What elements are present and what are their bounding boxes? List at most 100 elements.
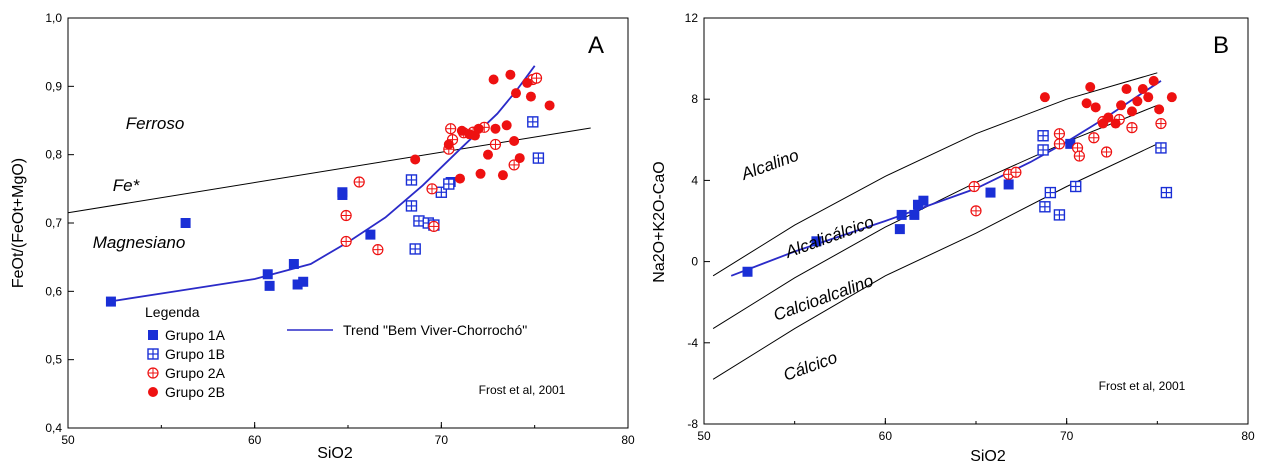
data-point-square-cross — [1037, 144, 1049, 156]
x-tick-label: 80 — [621, 433, 635, 447]
x-tick-label: 60 — [248, 433, 262, 447]
data-point-circle — [525, 91, 536, 102]
data-point-circle — [501, 120, 512, 131]
data-point-circle — [455, 173, 465, 184]
field-label-ferroso: Ferroso — [126, 114, 185, 133]
data-point-circle — [522, 77, 533, 88]
field-boundary-line — [712, 143, 1158, 380]
credit-a: Frost et al, 2001 — [479, 383, 566, 397]
legend: Grupo 1A Grupo 1B Grupo 2A Grupo 2B — [147, 327, 226, 400]
data-point-circle — [1148, 75, 1159, 86]
data-point-square — [1003, 179, 1014, 190]
plot-frame-a — [67, 17, 629, 429]
trend-line — [108, 65, 536, 303]
x-axis-label-a: SiO2 — [317, 445, 353, 462]
field-label-fe-star: Fe* — [113, 176, 141, 195]
data-point-square-cross — [413, 215, 425, 227]
data-point-square-cross — [405, 174, 418, 186]
panel-a: 50 60 70 800,40,50,60,70,80,91,0 A Ferroso … — [10, 11, 635, 462]
y-tick-label: 8 — [691, 92, 698, 106]
data-point-circle — [490, 123, 501, 134]
data-point-circle-cross — [340, 235, 352, 248]
data-point-circle-cross — [1010, 166, 1022, 178]
data-point-circle — [456, 125, 467, 136]
y-tick-label: 12 — [685, 11, 699, 25]
lines-b — [712, 72, 1162, 380]
data-point-circle — [1103, 112, 1114, 123]
data-point-circle-cross — [1100, 146, 1113, 158]
x-tick-label: 50 — [61, 433, 75, 447]
data-point-circle-cross — [1126, 122, 1138, 134]
legend-label: Grupo 2A — [165, 365, 226, 381]
data-point-circle-cross — [445, 123, 457, 135]
data-point-circle — [509, 136, 520, 146]
y-tick-label: 0,4 — [45, 421, 62, 435]
data-point-circle — [475, 168, 486, 179]
data-point-circle — [1132, 96, 1143, 107]
y-axis-label-a: FeOt/(FeOt+MgO) — [10, 158, 27, 288]
data-point-circle-cross — [508, 159, 520, 171]
data-point-square-cross — [443, 178, 455, 190]
data-point-circle — [1154, 104, 1165, 115]
data-point-square — [180, 218, 191, 228]
data-point-circle-cross — [1088, 132, 1100, 144]
y-tick-label: 0 — [691, 255, 698, 269]
data-point-square — [298, 276, 309, 287]
legend-marker — [148, 330, 158, 340]
data-point-circle — [410, 154, 421, 165]
data-point-circle — [1081, 98, 1092, 109]
y-tick-label: -8 — [687, 417, 698, 431]
data-point-circle — [1143, 92, 1154, 103]
axes-b: 50 60 70 80 -8 -4 0 4 8 12 — [685, 11, 1255, 443]
legend-label: Grupo 1B — [165, 346, 225, 362]
axes-a: 50 60 70 80 0,4 0,5 0,6 0,7 0,8 0,9 1,0 — [45, 11, 635, 447]
legend-title: Legenda — [145, 304, 200, 320]
data-point-circle — [1039, 92, 1050, 103]
data-point-square — [985, 187, 996, 198]
data-point-square-cross — [1053, 209, 1066, 221]
data-point-square-cross — [1070, 180, 1082, 193]
data-point-circle — [511, 88, 521, 99]
data-point-square — [264, 280, 275, 291]
credit-b: Frost et al, 2001 — [1099, 379, 1186, 393]
x-axis-label-b: SiO2 — [970, 448, 1006, 464]
data-point-circle — [544, 100, 555, 111]
data-point-circle-cross — [372, 244, 384, 256]
data-point-square — [1065, 138, 1076, 149]
data-point-circle — [1090, 102, 1101, 113]
data-point-circle-cross — [426, 183, 438, 195]
data-point-square-cross — [1160, 186, 1173, 199]
panel-label-a: A — [588, 32, 604, 59]
data-point-circle — [1110, 118, 1121, 129]
data-point-circle-cross — [489, 138, 502, 151]
data-point-square — [288, 259, 299, 269]
data-point-square — [292, 279, 303, 290]
data-point-circle-cross — [970, 205, 982, 217]
y-tick-label: 0,9 — [45, 79, 62, 93]
data-point-circle — [488, 74, 499, 85]
data-point-square-cross — [1155, 142, 1167, 154]
data-point-square — [811, 236, 822, 247]
data-point-square — [918, 195, 929, 206]
data-point-circle — [1166, 92, 1177, 103]
field-label-magnesiano: Magnesiano — [93, 233, 186, 252]
data-point-circle — [497, 170, 508, 181]
legend-marker — [148, 387, 158, 397]
data-point-circle-cross — [340, 209, 352, 222]
data-point-square-cross — [1044, 186, 1057, 199]
x-tick-label: 70 — [1060, 429, 1074, 443]
y-tick-label: 0,7 — [45, 216, 62, 230]
data-point-square — [912, 199, 923, 210]
data-point-circle-cross — [530, 72, 543, 84]
panel-label-b: B — [1213, 32, 1229, 59]
data-point-square — [894, 224, 905, 235]
data-point-square-cross — [527, 116, 539, 128]
y-tick-label: 4 — [691, 173, 698, 187]
data-point-square — [909, 209, 920, 220]
legend-label: Grupo 1A — [165, 327, 226, 343]
y-tick-label: 0,8 — [45, 148, 62, 162]
data-point-circle — [1126, 106, 1137, 117]
